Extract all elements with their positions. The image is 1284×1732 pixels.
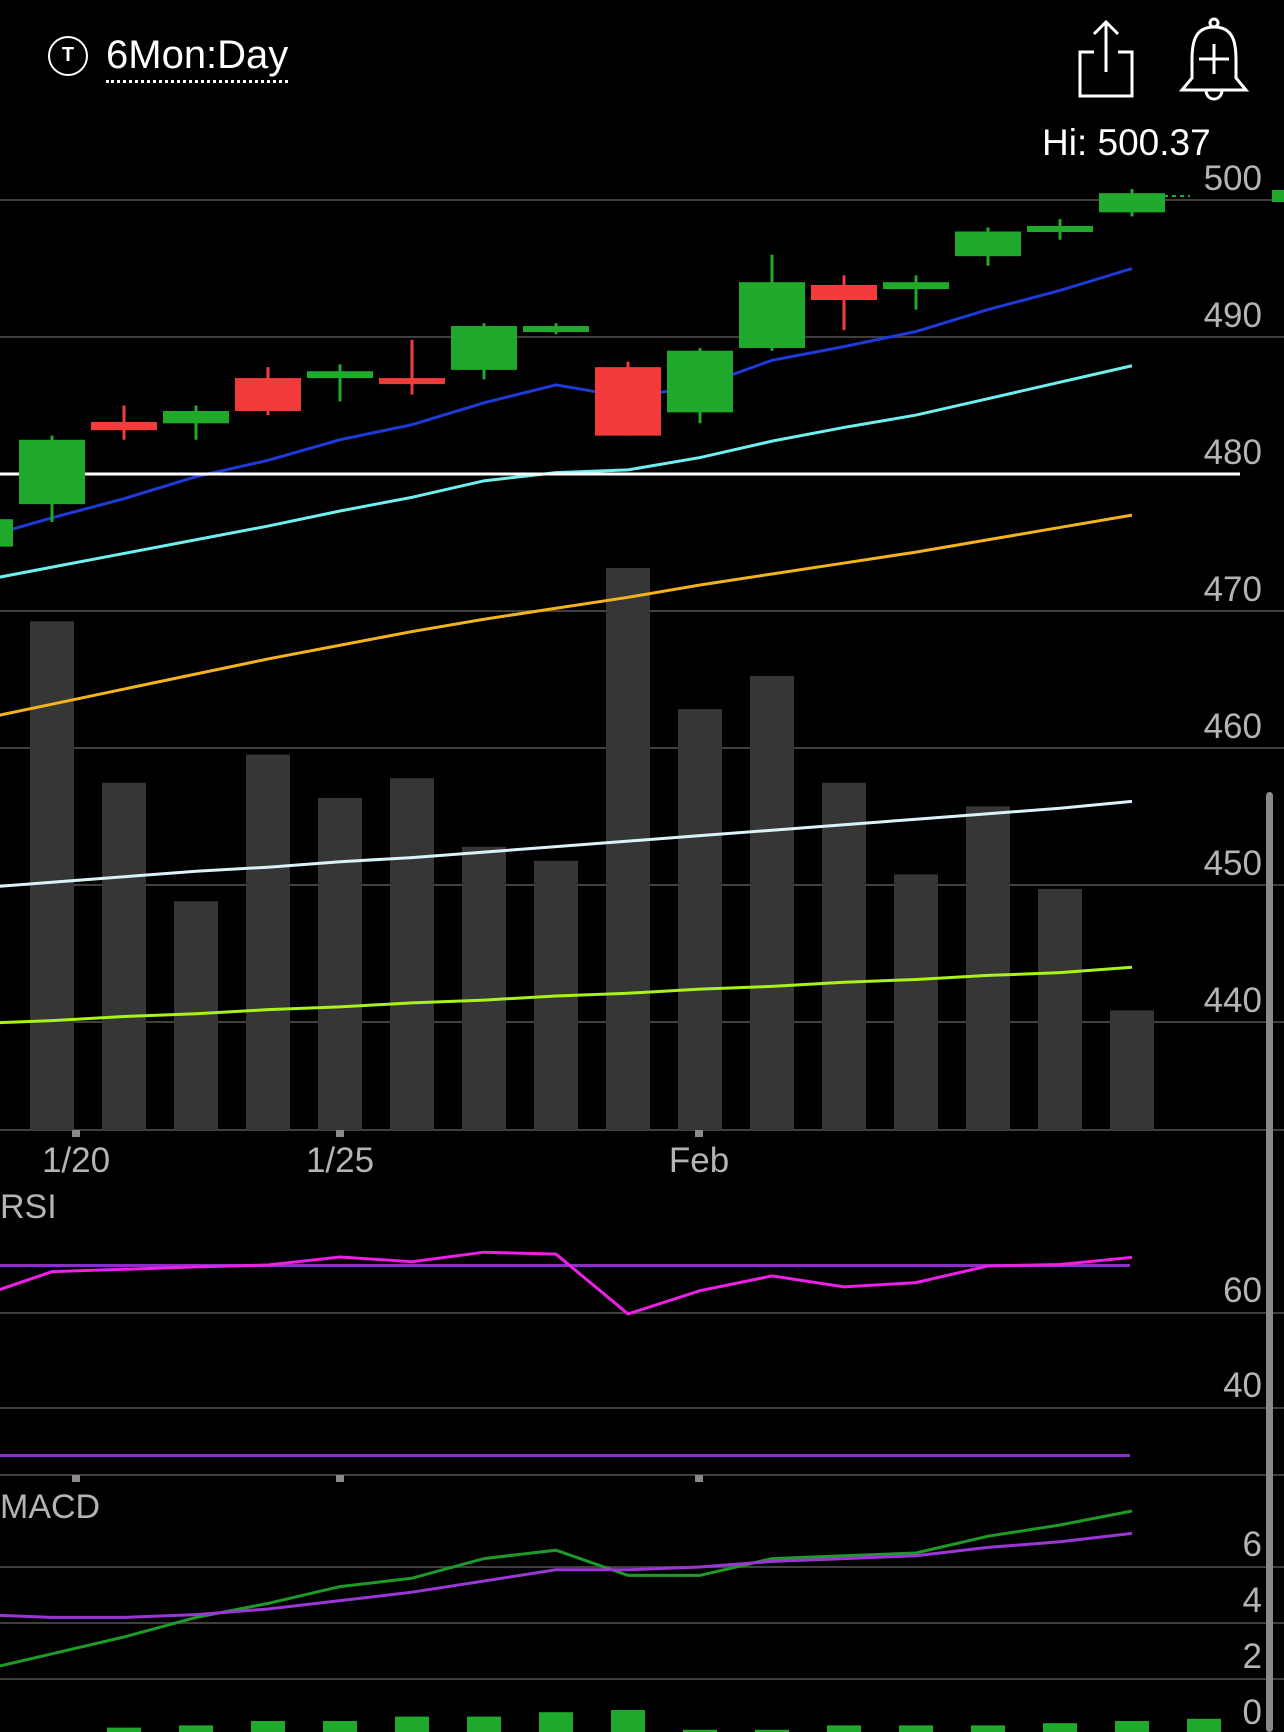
- macd-tick-label: 2: [1243, 1637, 1262, 1676]
- volume-bar: [30, 621, 74, 1130]
- candle-body: [1027, 226, 1093, 233]
- macd-histogram-bar: [971, 1725, 1005, 1732]
- moving-average-line: [0, 799, 1133, 888]
- date-label: 1/25: [306, 1141, 374, 1180]
- volume-bar: [966, 806, 1010, 1130]
- volume-bar: [1110, 1010, 1154, 1130]
- macd-histogram-bar: [467, 1716, 501, 1732]
- volume-bars: [30, 568, 1154, 1130]
- date-tick: [336, 1130, 344, 1137]
- rsi-panel: RSI 60 40: [0, 1188, 1284, 1482]
- share-icon: [1078, 19, 1134, 98]
- macd-tick-label: 0: [1243, 1693, 1262, 1732]
- candle-body: [451, 326, 517, 370]
- macd-histogram-bar: [683, 1729, 717, 1732]
- candle-body: [0, 519, 13, 547]
- macd-histogram-bar: [1115, 1721, 1149, 1732]
- macd-lines: [0, 1509, 1133, 1668]
- time-range-selector[interactable]: 6Mon:Day: [106, 30, 289, 83]
- vertical-scrollbar[interactable]: [1266, 792, 1273, 1732]
- volume-bar: [678, 709, 722, 1130]
- candle-body: [811, 284, 877, 301]
- macd-line: [0, 1509, 1133, 1668]
- macd-tick-label: 4: [1243, 1581, 1262, 1620]
- add-alert-bell-icon: [1178, 17, 1250, 101]
- candle-body: [667, 350, 733, 413]
- rsi-tick-label: 60: [1223, 1271, 1262, 1310]
- moving-average-lines: [0, 267, 1133, 1025]
- moving-average-line: [0, 267, 1133, 535]
- candle-body: [19, 439, 85, 505]
- macd-histogram-bar: [395, 1716, 429, 1732]
- volume-bar: [246, 754, 290, 1130]
- candle-body: [739, 282, 805, 348]
- date-tick: [695, 1130, 703, 1137]
- date-tick: [695, 1475, 703, 1482]
- price-tick-label: 500: [1204, 159, 1262, 198]
- volume-bar: [1038, 888, 1082, 1130]
- candle-body: [523, 326, 589, 333]
- price-tick-label: 460: [1204, 707, 1262, 746]
- add-alert-button[interactable]: [1174, 16, 1254, 102]
- macd-histogram-bar: [107, 1727, 141, 1732]
- candle-body: [955, 231, 1021, 257]
- ticker-badge-icon: T: [48, 36, 88, 76]
- volume-bar: [102, 782, 146, 1130]
- volume-bar: [606, 568, 650, 1130]
- date-label: 1/20: [42, 1141, 110, 1180]
- candlesticks: [0, 189, 1165, 547]
- volume-bar: [462, 846, 506, 1130]
- date-tick: [72, 1130, 80, 1137]
- candle-body: [307, 371, 373, 379]
- volume-bar: [894, 874, 938, 1130]
- macd-histogram-bar: [611, 1710, 645, 1732]
- macd-title: MACD: [0, 1488, 100, 1526]
- macd-histogram-bar: [539, 1712, 573, 1732]
- date-tick: [72, 1475, 80, 1482]
- price-tick-label: 440: [1204, 981, 1262, 1020]
- volume-bar: [390, 778, 434, 1130]
- candle-body: [163, 410, 229, 424]
- candle-body: [235, 378, 301, 411]
- macd-histogram-bar: [899, 1725, 933, 1732]
- price-tick-label: 490: [1204, 296, 1262, 335]
- macd-tick-label: 6: [1243, 1525, 1262, 1564]
- macd-line: [0, 1531, 1133, 1619]
- share-button[interactable]: [1066, 16, 1146, 102]
- macd-histogram-bar: [323, 1721, 357, 1732]
- chart-header: T 6Mon:Day Hi: 500.37: [0, 0, 1284, 163]
- date-tick: [336, 1475, 344, 1482]
- candle-body: [1099, 193, 1165, 213]
- macd-panel: MACD 6 4 2 0: [0, 1488, 1284, 1732]
- volume-bar: [318, 797, 362, 1130]
- price-tick-label: 470: [1204, 570, 1262, 609]
- last-price-marker: [1272, 190, 1284, 202]
- candle-body: [379, 378, 445, 385]
- candle-body: [595, 367, 661, 436]
- moving-average-line: [0, 513, 1133, 717]
- date-x-axis: 1/20 1/25 Feb: [42, 1130, 729, 1180]
- macd-histogram-bar: [251, 1721, 285, 1732]
- high-price-label: Hi: 500.37: [1042, 122, 1211, 163]
- rsi-tick-label: 40: [1223, 1366, 1262, 1405]
- moving-average-line: [0, 965, 1133, 1025]
- volume-bar: [822, 782, 866, 1130]
- volume-bar: [750, 675, 794, 1130]
- macd-histogram-bar: [1187, 1718, 1221, 1732]
- macd-histogram-bar: [755, 1729, 789, 1732]
- candle-body: [883, 282, 949, 290]
- rsi-line: [0, 1250, 1133, 1316]
- rsi-title: RSI: [0, 1188, 57, 1226]
- macd-histogram-bar: [1043, 1723, 1077, 1732]
- macd-histogram: [107, 1710, 1221, 1732]
- price-tick-label: 480: [1204, 433, 1262, 472]
- macd-histogram-bar: [827, 1725, 861, 1732]
- price-tick-label: 450: [1204, 844, 1262, 883]
- date-label: Feb: [669, 1141, 729, 1180]
- macd-histogram-bar: [179, 1725, 213, 1732]
- candle-body: [91, 421, 157, 431]
